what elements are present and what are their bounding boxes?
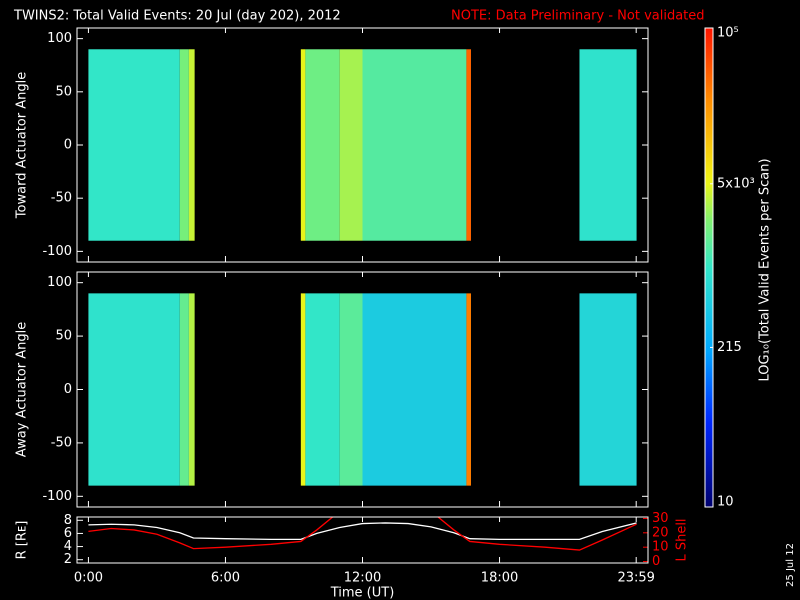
heatmap-cell (88, 293, 180, 486)
x-axis-label: Time (UT) (330, 586, 395, 600)
heatmap-cell (362, 293, 467, 486)
heatmap-cell (466, 293, 471, 486)
heatmap-cell (339, 49, 363, 241)
heatmap-cell (179, 49, 189, 241)
colorbar-label: LOG₁₀(Total Valid Events per Scan) (758, 158, 773, 381)
y-axis-label: Away Actuator Angle (15, 322, 30, 457)
colorbar-frame (704, 27, 714, 508)
heatmap-cell (300, 293, 306, 486)
y-tick-label: 2 (64, 552, 72, 567)
y-axis-label: R [Rᴇ] (15, 521, 30, 560)
heatmap-cell (362, 49, 467, 241)
y-tick-label: 50 (55, 84, 72, 99)
x-tick-label: 0:00 (74, 571, 103, 586)
colorbar-tick-label: 10 (717, 495, 734, 510)
heatmap-cell (305, 293, 340, 486)
series-line (88, 517, 334, 550)
y-tick-label: -50 (51, 191, 72, 206)
y-tick-label: -50 (51, 435, 72, 450)
heatmap-cell (579, 49, 637, 241)
heatmap-cell (579, 293, 637, 486)
heatmap-cell (305, 49, 340, 241)
plot-area (88, 517, 637, 551)
y-tick-label: 8 (64, 513, 72, 528)
y-tick-label: 50 (55, 329, 72, 344)
x-tick-label: 12:00 (344, 571, 381, 586)
x-tick-label: 18:00 (481, 571, 518, 586)
colorbar-tick-label: 215 (717, 340, 742, 355)
y2-tick-label: 30 (652, 511, 669, 526)
y-tick-label: 6 (64, 526, 72, 541)
y2-tick-label: 10 (652, 540, 669, 555)
y-tick-label: -100 (42, 489, 72, 504)
y2-tick-label: 20 (652, 525, 669, 540)
y-tick-label: 4 (64, 539, 72, 554)
y2-axis-label: L Shell (675, 518, 690, 561)
y-tick-label: 0 (64, 382, 72, 397)
y2-tick-label: 0 (652, 554, 660, 569)
heatmap-cell (466, 49, 471, 241)
heatmap-cell (300, 49, 306, 241)
y-axis-label: Toward Actuator Angle (15, 72, 30, 219)
y-tick-label: -100 (42, 244, 72, 259)
colorbar-tick-label: 5x10³ (717, 176, 755, 191)
series-line (437, 517, 637, 551)
y-tick-label: 100 (47, 275, 72, 290)
x-tick-label: 23:59 (617, 571, 654, 586)
heatmap-cell (188, 49, 195, 241)
chart-title: TWINS2: Total Valid Events: 20 Jul (day … (13, 9, 341, 24)
colorbar (705, 28, 713, 507)
date-stamp: 25 Jul 12 (785, 543, 796, 587)
colorbar-tick-label: 10⁵ (717, 26, 739, 41)
heatmap-cell (88, 49, 180, 241)
heatmap-cell (179, 293, 189, 486)
y-tick-label: 0 (64, 138, 72, 153)
series-line (88, 522, 637, 540)
note: NOTE: Data Preliminary - Not validated (451, 9, 705, 24)
heatmap-cell (188, 293, 195, 486)
y-tick-label: 100 (47, 31, 72, 46)
heatmap-cell (339, 293, 363, 486)
x-tick-label: 6:00 (211, 571, 240, 586)
